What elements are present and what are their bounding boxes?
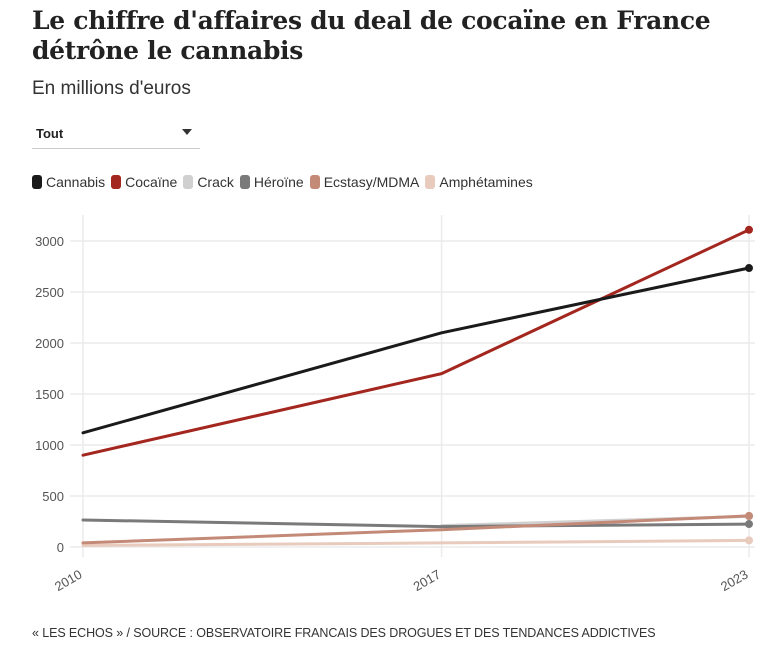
legend-swatch [183,175,194,189]
y-tick-label: 1000 [35,438,64,453]
y-tick-label: 500 [42,489,64,504]
legend-item-crack[interactable]: Crack [183,174,234,190]
source-footer: « LES ECHOS » / SOURCE : OBSERVATOIRE FR… [32,626,656,640]
legend-swatch [309,175,320,189]
y-tick-label: 2000 [35,336,64,351]
y-tick-label: 2500 [35,285,64,300]
series-endpoint-cannabis [745,264,753,273]
legend-label: Cannabis [46,174,106,190]
filter-dropdown[interactable]: Tout [32,120,200,149]
legend-swatch [32,175,42,189]
series-endpoint-coca-ne [745,225,753,234]
legend-swatch [111,175,122,189]
legend-label: Amphétamines [439,174,533,190]
series-line-h-ro-ne [81,518,751,529]
series-line-amph-tamines [81,538,751,547]
legend-swatch [239,175,250,189]
chart-title: Le chiffre d'affaires du deal de cocaïne… [32,6,711,65]
legend-item-ecstasy-mdma[interactable]: Ecstasy/MDMA [309,174,420,190]
x-tick-label: 2017 [411,567,444,594]
legend: Cannabis Cocaïne Crack Héroïne Ecstasy/MDMA A… [32,174,539,190]
series-endpoint-h-ro-ne [745,520,753,529]
legend-label: Héroïne [253,174,304,190]
chart-subtitle: En millions d'euros [32,78,191,99]
series-endpoint-amph-tamines [745,536,753,545]
legend-label: Cocaïne [125,174,178,190]
series-endpoint-ecstasy-mdma [745,511,753,520]
line-chart: 0 500 1000 1500 2000 2500 3000 2010 2017 2023 [35,215,755,594]
x-tick-label: 2010 [52,567,85,594]
y-tick-label: 3000 [35,234,64,249]
legend-item-coca-ne[interactable]: Cocaïne [111,174,177,190]
legend-item-amph-tamines[interactable]: Amphétamines [425,174,533,190]
legend-label: Crack [197,174,234,190]
legend-label: Ecstasy/MDMA [323,174,420,190]
filter-selected-value: Tout [36,126,64,141]
caret-down-icon [182,129,192,135]
series-line-ecstasy-mdma [81,514,751,545]
series-line-coca-ne [81,228,751,457]
x-tick-label: 2023 [718,567,751,594]
y-tick-label: 0 [57,540,64,555]
legend-item-h-ro-ne[interactable]: Héroïne [239,174,304,190]
legend-swatch [425,175,436,189]
legend-item-cannabis[interactable]: Cannabis [32,174,105,190]
series-line-cannabis [81,266,751,435]
y-tick-label: 1500 [35,387,64,402]
